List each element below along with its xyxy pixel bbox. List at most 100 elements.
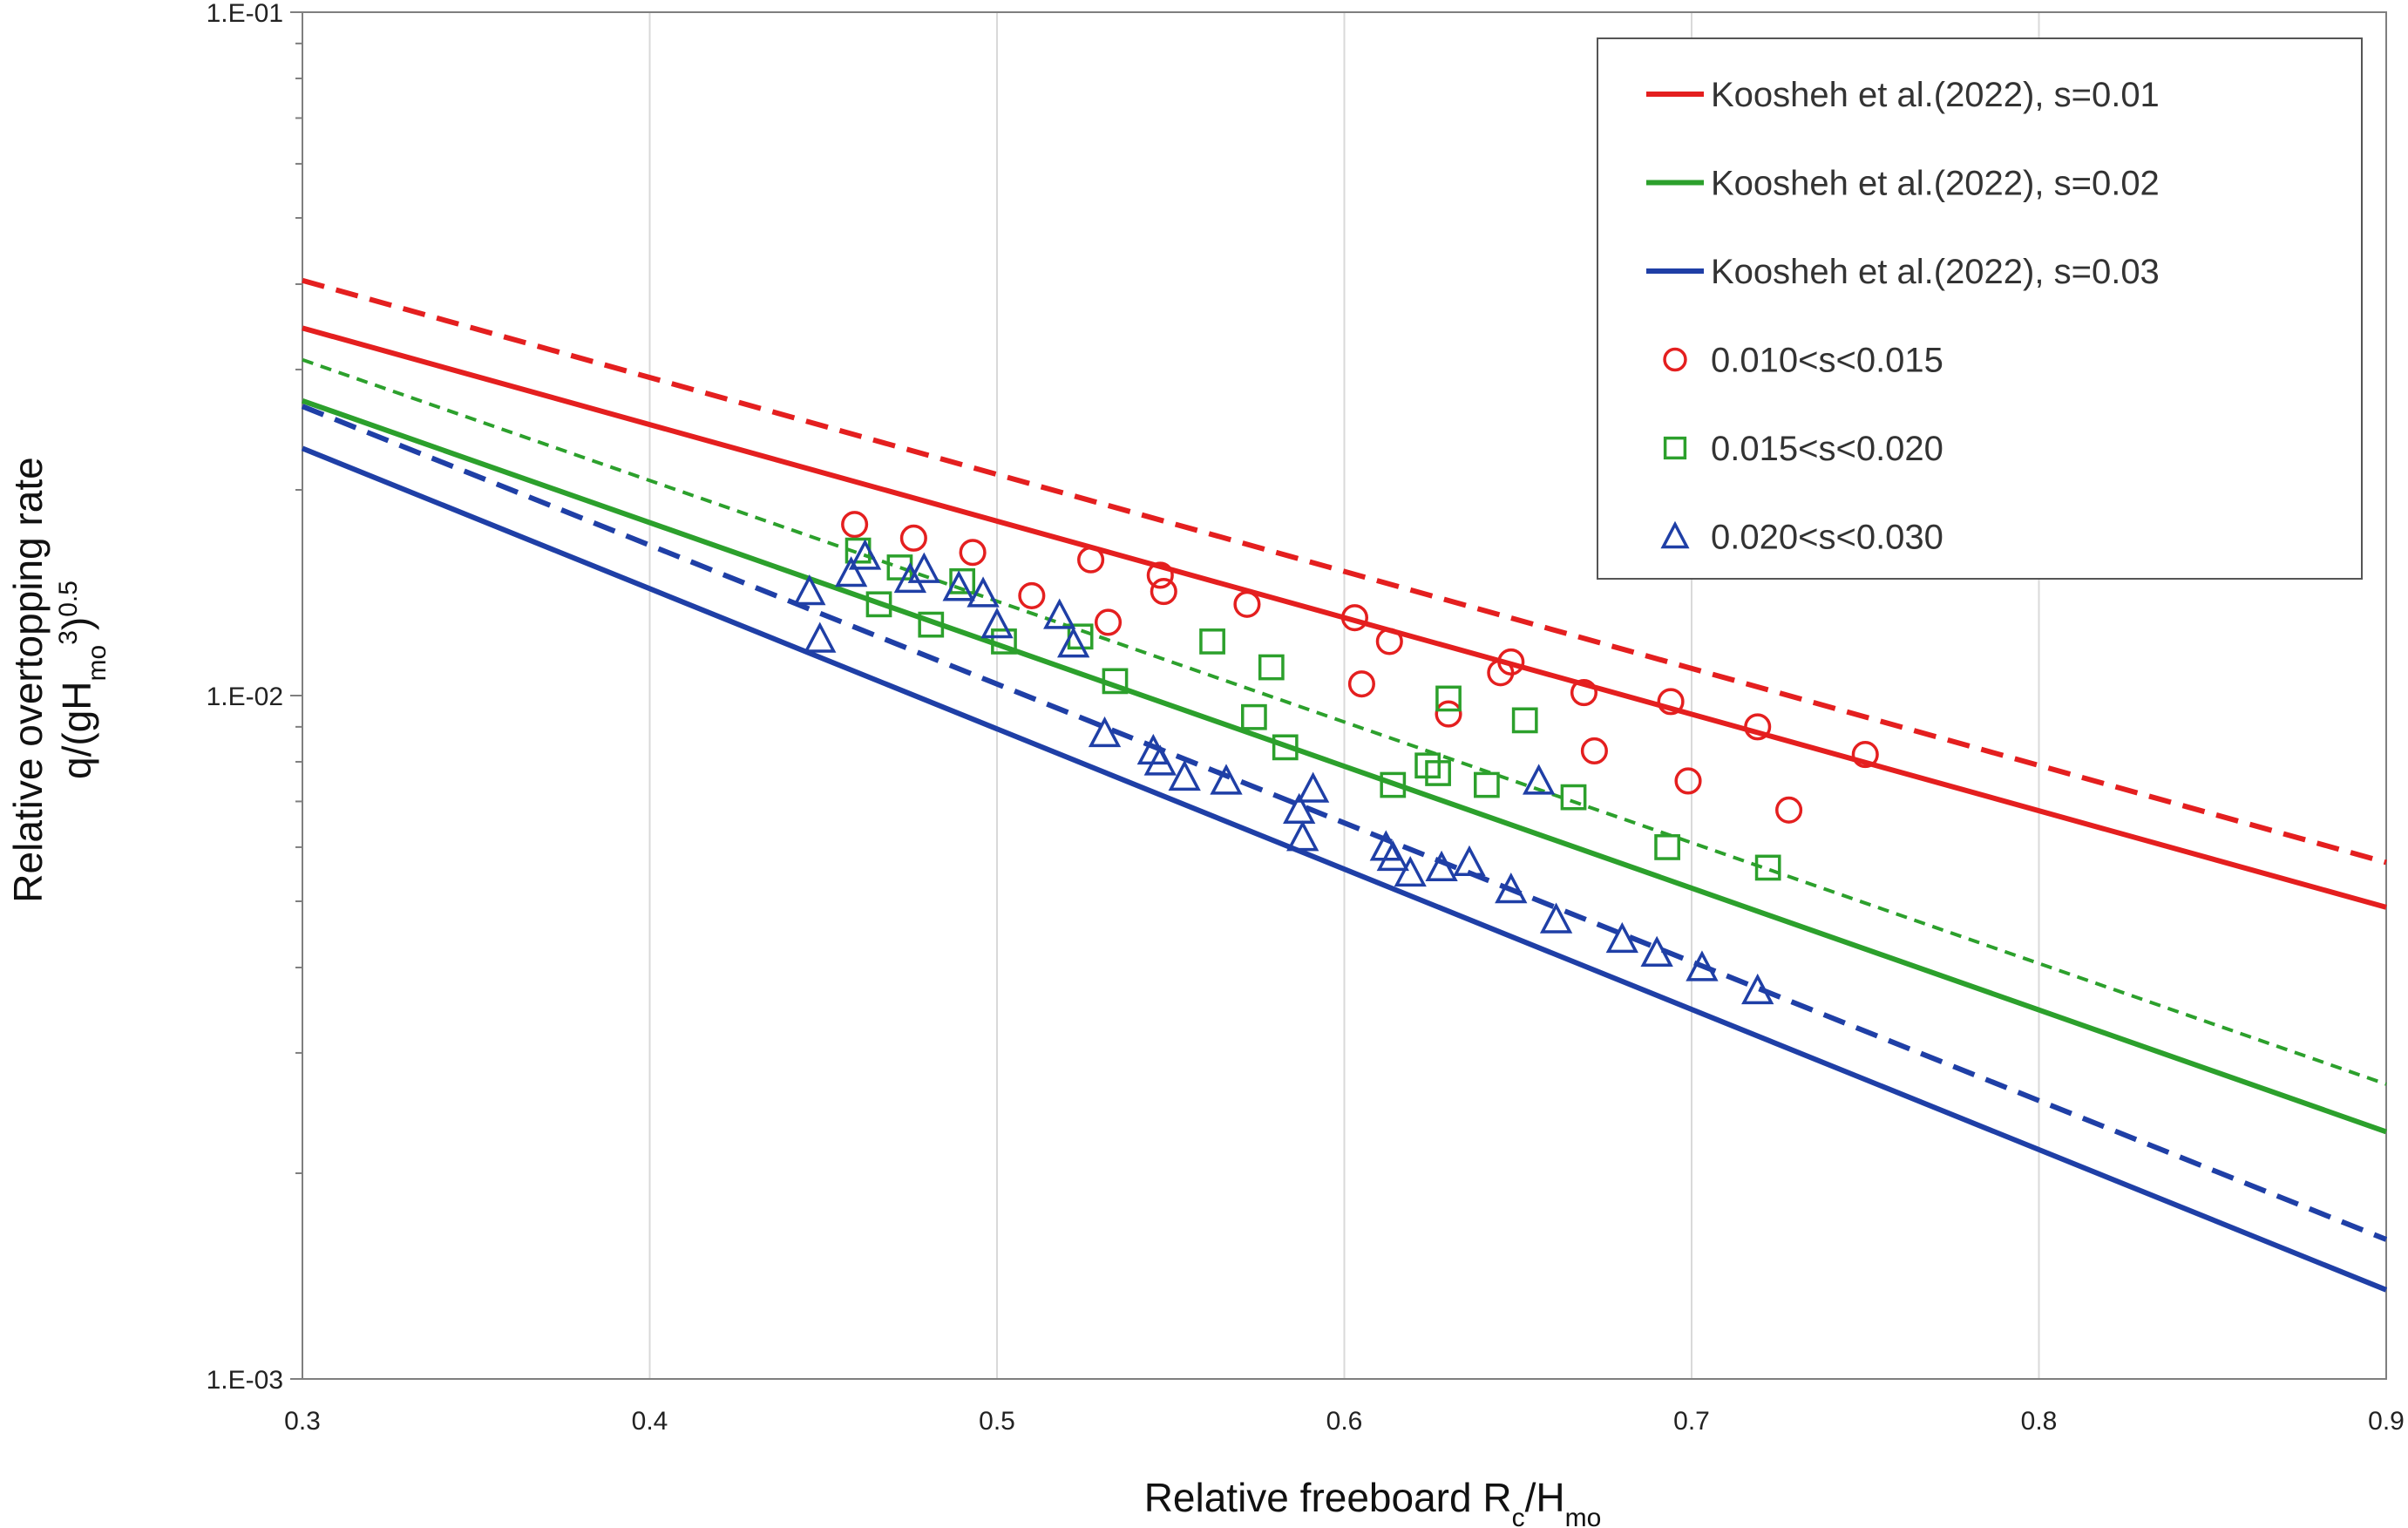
y-tick-label: 1.E-01 — [207, 0, 283, 28]
data-point-square — [1754, 854, 1781, 881]
legend-label: Koosheh et al.(2022), s=0.01 — [1711, 76, 2160, 114]
series-points — [793, 511, 1879, 1005]
data-point-triangle — [1523, 764, 1556, 795]
data-point-circle — [1340, 604, 1369, 632]
data-point-triangle — [1605, 921, 1638, 954]
legend-label: Koosheh et al.(2022), s=0.03 — [1711, 253, 2160, 291]
data-point-square — [1435, 685, 1462, 712]
data-point-square — [1102, 668, 1129, 695]
series-lines — [301, 277, 2388, 1293]
data-point-circle — [1435, 700, 1462, 728]
data-point-triangle — [1495, 873, 1528, 904]
legend: Koosheh et al.(2022), s=0.01 Koosheh et a… — [1597, 37, 2363, 580]
data-point-circle — [841, 511, 869, 539]
data-point-square — [991, 628, 1017, 655]
data-point-circle — [1851, 741, 1879, 769]
series-line-dashed — [302, 357, 2387, 1086]
legend-label: 0.015<s<0.020 — [1711, 430, 1943, 468]
data-point-triangle — [1686, 950, 1719, 981]
data-point-square — [1511, 707, 1538, 734]
y-axis-title: Relative overtopping rate q/(gHmo3)0.5 — [5, 457, 112, 902]
y-axis-title-line2: q/(gHmo3)0.5 — [54, 581, 112, 779]
x-tick-label: 0.4 — [632, 1407, 668, 1436]
data-point-circle — [1233, 590, 1261, 618]
x-tick-label: 0.5 — [979, 1407, 1015, 1436]
x-tick-label: 0.3 — [284, 1407, 321, 1436]
data-point-square — [949, 567, 976, 594]
legend-label: 0.020<s<0.030 — [1711, 519, 1943, 557]
x-tick-label: 0.8 — [2021, 1407, 2058, 1436]
data-point-triangle — [834, 556, 868, 587]
x-tick-label: 0.7 — [1673, 1407, 1710, 1436]
data-point-circle — [1375, 628, 1403, 655]
data-point-triangle — [1210, 764, 1243, 795]
data-point-square — [1654, 834, 1680, 860]
data-point-triangle — [1143, 744, 1177, 776]
data-point-circle — [1580, 737, 1608, 764]
x-axis-tick-labels: 0.3 0.4 0.5 0.6 0.7 0.8 0.9 — [284, 1407, 2405, 1436]
data-point-triangle — [1394, 855, 1427, 887]
data-point-square — [918, 611, 945, 638]
legend-marker-circle — [1663, 347, 1687, 372]
data-point-triangle — [1640, 935, 1673, 967]
y-axis-tick-labels: 1.E-03 1.E-02 1.E-01 — [207, 0, 302, 1395]
data-point-triangle — [893, 561, 927, 594]
data-point-square — [1380, 771, 1407, 798]
data-point-triangle — [967, 576, 1000, 608]
y-axis-title-line1: Relative overtopping rate — [5, 457, 51, 902]
data-point-triangle — [1741, 973, 1774, 1005]
data-point-circle — [1570, 679, 1598, 707]
data-point-triangle — [1057, 627, 1090, 658]
legend-marker-square — [1663, 436, 1687, 460]
data-point-triangle — [1286, 820, 1319, 852]
data-point-triangle — [793, 574, 826, 606]
series-line-solid — [301, 445, 2388, 1293]
data-point-triangle — [980, 608, 1014, 639]
data-point-triangle — [1043, 598, 1076, 629]
x-tick-label: 0.9 — [2368, 1407, 2405, 1436]
data-point-triangle — [942, 570, 975, 601]
data-point-circle — [1150, 578, 1177, 606]
data-point-circle — [1497, 648, 1525, 676]
data-point-circle — [1094, 608, 1123, 636]
x-axis-title: Relative freeboard Rc/Hmo — [1144, 1475, 1602, 1528]
data-point-triangle — [804, 621, 837, 653]
data-point-triangle — [1168, 759, 1201, 791]
data-point-circle — [1018, 581, 1046, 609]
data-point-circle — [1674, 767, 1702, 795]
data-point-triangle — [848, 539, 882, 570]
y-axis-minor-ticks — [295, 42, 302, 1174]
data-point-square — [1258, 654, 1285, 681]
y-tick-label: 1.E-02 — [207, 683, 283, 711]
data-point-square — [1425, 760, 1451, 786]
series-line-solid — [302, 397, 2387, 1135]
data-point-triangle — [1088, 716, 1122, 748]
series-line-solid — [302, 325, 2387, 910]
data-point-triangle — [1453, 845, 1486, 877]
data-point-square — [1560, 784, 1587, 811]
data-point-square — [1272, 734, 1299, 761]
data-point-triangle — [1283, 792, 1316, 824]
data-point-circle — [1744, 713, 1772, 741]
data-point-triangle — [1539, 902, 1573, 934]
data-point-circle — [1657, 688, 1685, 716]
data-point-square — [865, 591, 892, 618]
data-point-triangle — [1425, 850, 1458, 882]
data-point-square — [1199, 628, 1225, 655]
data-point-square — [1474, 771, 1500, 798]
legend-label: 0.010<s<0.015 — [1711, 342, 1943, 380]
legend-marker-triangle — [1660, 520, 1690, 549]
data-point-circle — [1775, 796, 1803, 824]
data-point-triangle — [1376, 839, 1409, 872]
legend-label: Koosheh et al.(2022), s=0.02 — [1711, 165, 2160, 203]
data-point-triangle — [907, 552, 940, 583]
series-line-dashed — [301, 404, 2388, 1242]
series-line-dashed — [302, 277, 2387, 866]
data-point-square — [1241, 703, 1267, 730]
data-point-circle — [1077, 546, 1105, 574]
y-tick-label: 1.E-03 — [207, 1366, 283, 1395]
data-point-circle — [1347, 670, 1375, 698]
data-point-circle — [1146, 561, 1174, 589]
data-point-triangle — [1296, 771, 1330, 803]
